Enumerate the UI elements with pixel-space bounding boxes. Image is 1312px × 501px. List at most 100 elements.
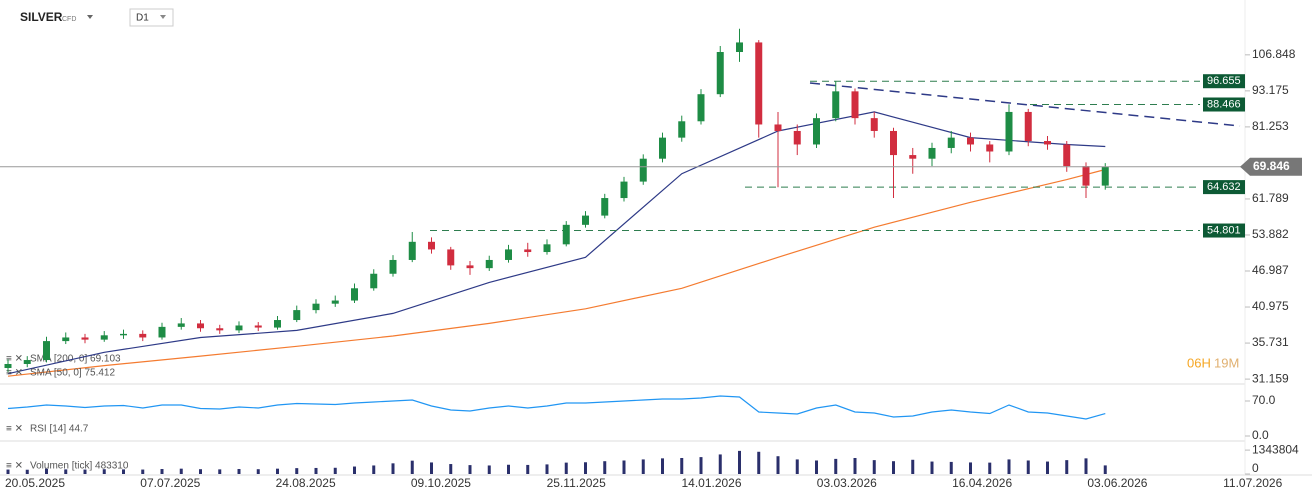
volume-bar — [930, 461, 934, 474]
level-tag — [1203, 223, 1245, 238]
symbol-tag: CFD — [62, 16, 76, 23]
candle-body — [331, 300, 339, 304]
candle-body — [389, 259, 397, 274]
candle-body — [1005, 111, 1013, 152]
candle-body — [736, 42, 743, 53]
candle-body — [370, 273, 378, 289]
candle-body — [1063, 144, 1071, 167]
candle-body — [4, 363, 12, 369]
level-tag — [1203, 97, 1245, 112]
x-tick-label: 11.07.2026 — [1223, 476, 1282, 490]
volume-bar — [757, 451, 761, 474]
level-label: 54.801 — [1207, 224, 1241, 236]
candle-body — [235, 325, 243, 331]
candle-body — [62, 337, 70, 342]
candle-body — [967, 137, 974, 145]
volume-bar — [853, 457, 857, 474]
volume-bar — [256, 469, 260, 474]
candle-body — [774, 124, 782, 131]
volume-bar — [1065, 460, 1069, 474]
candle-body — [216, 328, 224, 331]
x-tick-label: 20.05.2025 — [5, 476, 65, 490]
volume-bar — [1103, 465, 1107, 474]
candle-body — [697, 94, 705, 122]
volume-bar — [160, 469, 164, 474]
candle-body — [601, 198, 609, 216]
volume-bar — [64, 469, 68, 474]
candle-body — [81, 337, 89, 340]
volume-bar — [372, 465, 376, 474]
candle-body — [1101, 166, 1109, 186]
candle-body — [716, 52, 724, 95]
volume-bar — [333, 467, 337, 474]
volume-bar — [834, 458, 838, 474]
candle-body — [139, 333, 147, 338]
volume-bar — [102, 469, 106, 474]
candle-body — [177, 323, 185, 327]
candle-body — [1082, 166, 1090, 186]
trendline[interactable] — [809, 82, 1241, 127]
volume-bar — [218, 469, 222, 474]
volume-bar — [795, 459, 799, 474]
candle-body — [447, 249, 455, 266]
last-price-tag — [1240, 157, 1302, 176]
candle-body — [408, 241, 416, 260]
last-price-label: 69.846 — [1253, 159, 1290, 173]
symbol[interactable]: SILVER — [20, 10, 63, 24]
countdown-minutes: 19M — [1214, 355, 1239, 370]
volume-bar — [199, 469, 202, 474]
candle-body — [639, 158, 647, 182]
x-tick-label: 24.08.2025 — [276, 476, 336, 490]
candle-body — [851, 91, 859, 119]
legend-icon: ≡ ✕ — [6, 354, 23, 365]
timeframe-dropdown[interactable] — [160, 15, 166, 19]
volume-bar — [122, 469, 125, 474]
candle-body — [293, 310, 301, 321]
candle-body — [793, 130, 801, 145]
candle-body — [1024, 111, 1032, 142]
volume-bar — [1026, 460, 1030, 474]
candle-body — [582, 215, 589, 225]
legend-icon: ≡ ✕ — [6, 368, 23, 379]
candle-body — [158, 326, 166, 338]
candle-body — [543, 244, 551, 253]
y-tick-label: 46.987 — [1252, 263, 1289, 277]
volume-bar — [545, 464, 549, 474]
y-tick-label: 81.253 — [1252, 119, 1289, 133]
volume-bar — [410, 460, 414, 474]
x-tick-label: 03.03.2026 — [817, 476, 877, 490]
volume-bar — [718, 454, 722, 474]
volume-bar — [949, 461, 953, 474]
candle-body — [100, 335, 108, 340]
timeframe-box[interactable] — [129, 8, 174, 27]
level-label: 64.632 — [1207, 181, 1241, 193]
x-tick-label: 14.01.2026 — [681, 476, 741, 490]
candle-body — [832, 91, 840, 119]
candle-body — [485, 259, 493, 269]
volume-bar — [584, 462, 587, 474]
rsi-line — [7, 395, 1106, 420]
timeframe[interactable]: D1 — [136, 13, 149, 24]
candle-body — [312, 303, 320, 311]
volume-bar — [661, 458, 664, 474]
legend-entry: SMA [50, 0] 75.412 — [30, 368, 115, 379]
volume-bar — [738, 450, 741, 474]
level-tag — [1203, 180, 1245, 195]
level-tag — [1203, 74, 1245, 89]
level-label: 96.655 — [1207, 75, 1241, 87]
volume-bar — [353, 466, 356, 474]
candle-body — [909, 155, 917, 159]
volume-bar — [391, 463, 395, 474]
x-tick-label: 25.11.2025 — [547, 476, 606, 490]
volume-bar — [969, 462, 972, 474]
candle-body — [620, 181, 628, 199]
volume-bar — [911, 459, 915, 474]
volume-bar — [815, 460, 818, 474]
symbol-dropdown[interactable] — [87, 15, 93, 19]
volume-bar — [487, 465, 491, 474]
candle-body — [351, 288, 358, 301]
volume-bar — [179, 468, 183, 474]
y-tick-label: 0 — [1252, 461, 1259, 475]
y-tick-label: 35.731 — [1252, 335, 1289, 349]
